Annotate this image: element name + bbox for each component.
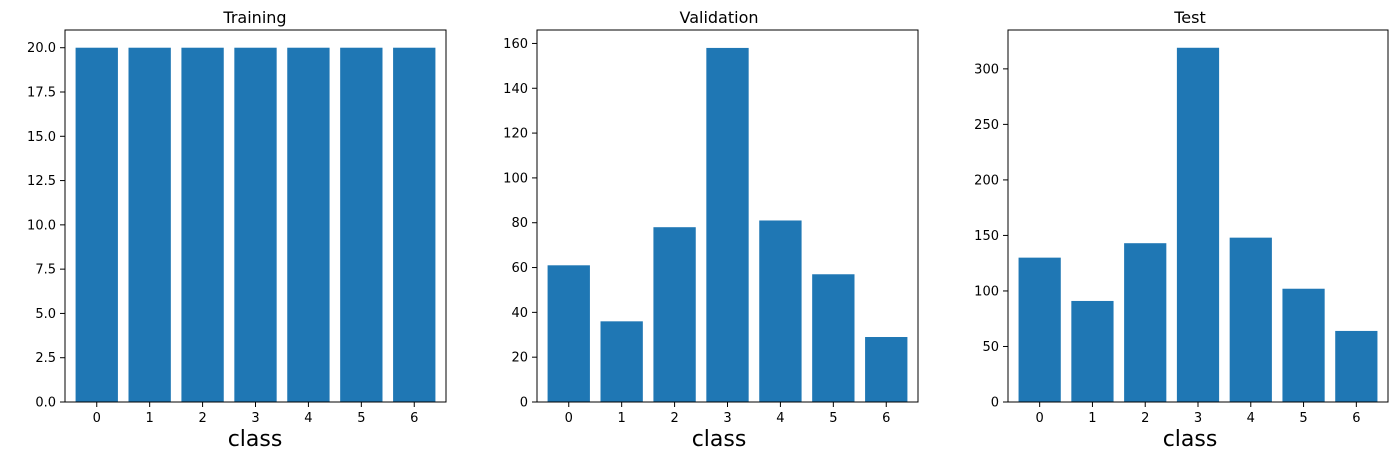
bar-2	[181, 47, 224, 402]
x-tick-label: 5	[829, 411, 837, 426]
bar-6	[393, 47, 436, 402]
y-tick-label: 0.0	[35, 396, 56, 411]
x-tick-label: 2	[198, 411, 206, 426]
x-axis-label: class	[1163, 427, 1218, 452]
chart-title: Validation	[679, 8, 758, 27]
y-tick-label: 12.5	[27, 174, 56, 189]
y-tick-label: 20.0	[27, 41, 56, 56]
chart-title: Training	[222, 8, 286, 27]
bar-2	[1124, 243, 1167, 402]
bar-1	[600, 321, 643, 402]
y-tick-label: 20	[511, 351, 528, 366]
y-tick-label: 60	[511, 261, 528, 276]
x-tick-label: 4	[1247, 411, 1255, 426]
x-tick-label: 0	[93, 411, 101, 426]
subplot-validation: Validation class 0 1 2 3 4 5 60204060801001201…	[503, 8, 919, 452]
x-tick-label: 3	[723, 411, 731, 426]
y-tick-label: 2.5	[35, 351, 56, 366]
y-tick-label: 160	[503, 37, 528, 52]
bar-1	[128, 47, 171, 402]
x-tick-label: 6	[882, 411, 890, 426]
bar-5	[340, 47, 383, 402]
y-tick-label: 120	[503, 127, 528, 142]
bar-0	[547, 265, 590, 402]
bar-1	[1071, 300, 1114, 402]
x-tick-label: 6	[1352, 411, 1360, 426]
x-tick-label: 6	[410, 411, 418, 426]
x-tick-label: 1	[618, 411, 626, 426]
bar-5	[1282, 288, 1325, 402]
x-tick-label: 0	[565, 411, 573, 426]
bar-6	[865, 337, 908, 402]
x-axis-label: class	[228, 427, 283, 452]
subplot-training: Training class 0 1 2 3 4 5 6 0.0 2.5 5.0 7.5 10.0 12…	[27, 8, 447, 452]
y-tick-label: 100	[974, 284, 999, 299]
y-tick-label: 140	[503, 82, 528, 97]
bar-0	[1018, 257, 1061, 402]
x-tick-label: 3	[251, 411, 259, 426]
x-tick-label: 5	[357, 411, 365, 426]
y-tick-label: 7.5	[35, 263, 56, 278]
x-tick-label: 2	[1141, 411, 1149, 426]
bar-4	[1229, 237, 1272, 402]
y-tick-label: 250	[974, 118, 999, 133]
y-tick-label: 15.0	[27, 130, 56, 145]
y-tick-label: 200	[974, 173, 999, 188]
bar-0	[75, 47, 118, 402]
y-tick-label: 50	[982, 340, 999, 355]
x-tick-label: 1	[146, 411, 154, 426]
y-tick-label: 300	[974, 62, 999, 77]
subplot-test: Test class 0 1 2 3 4 5 6 0 50 100 150 200 250 300	[974, 8, 1389, 452]
bar-3	[234, 47, 277, 402]
bar-3	[706, 47, 749, 403]
x-tick-label: 4	[304, 411, 312, 426]
x-tick-label: 1	[1088, 411, 1096, 426]
x-tick-label: 0	[1036, 411, 1044, 426]
chart-title: Test	[1173, 8, 1206, 27]
bar-2	[653, 227, 696, 402]
x-tick-label: 2	[670, 411, 678, 426]
x-tick-label: 4	[776, 411, 784, 426]
y-tick-label: 5.0	[35, 307, 56, 322]
y-tick-label: 150	[974, 229, 999, 244]
bar-5	[812, 274, 855, 402]
bar-6	[1335, 330, 1378, 402]
y-tick-label: 0	[991, 396, 999, 411]
bar-3	[1176, 47, 1220, 403]
plot-area-training: 0 1 2 3 4 5 6 0.0 2.5 5.0 7.5 10.0 12.5 15.0 17.5 20.0	[27, 29, 447, 426]
y-tick-label: 0	[520, 396, 528, 411]
y-tick-label: 80	[511, 216, 528, 231]
y-tick-label: 10.0	[27, 218, 56, 233]
y-tick-label: 100	[503, 171, 528, 186]
plot-area-test: 0 1 2 3 4 5 6 0 50 100 150 200 250 300	[974, 29, 1389, 426]
x-axis-label: class	[692, 427, 747, 452]
bar-4	[759, 220, 802, 402]
y-tick-label: 17.5	[27, 86, 56, 101]
y-tick-label: 40	[511, 306, 528, 321]
x-tick-label: 5	[1299, 411, 1307, 426]
bar-4	[287, 47, 330, 402]
x-tick-label: 3	[1194, 411, 1202, 426]
